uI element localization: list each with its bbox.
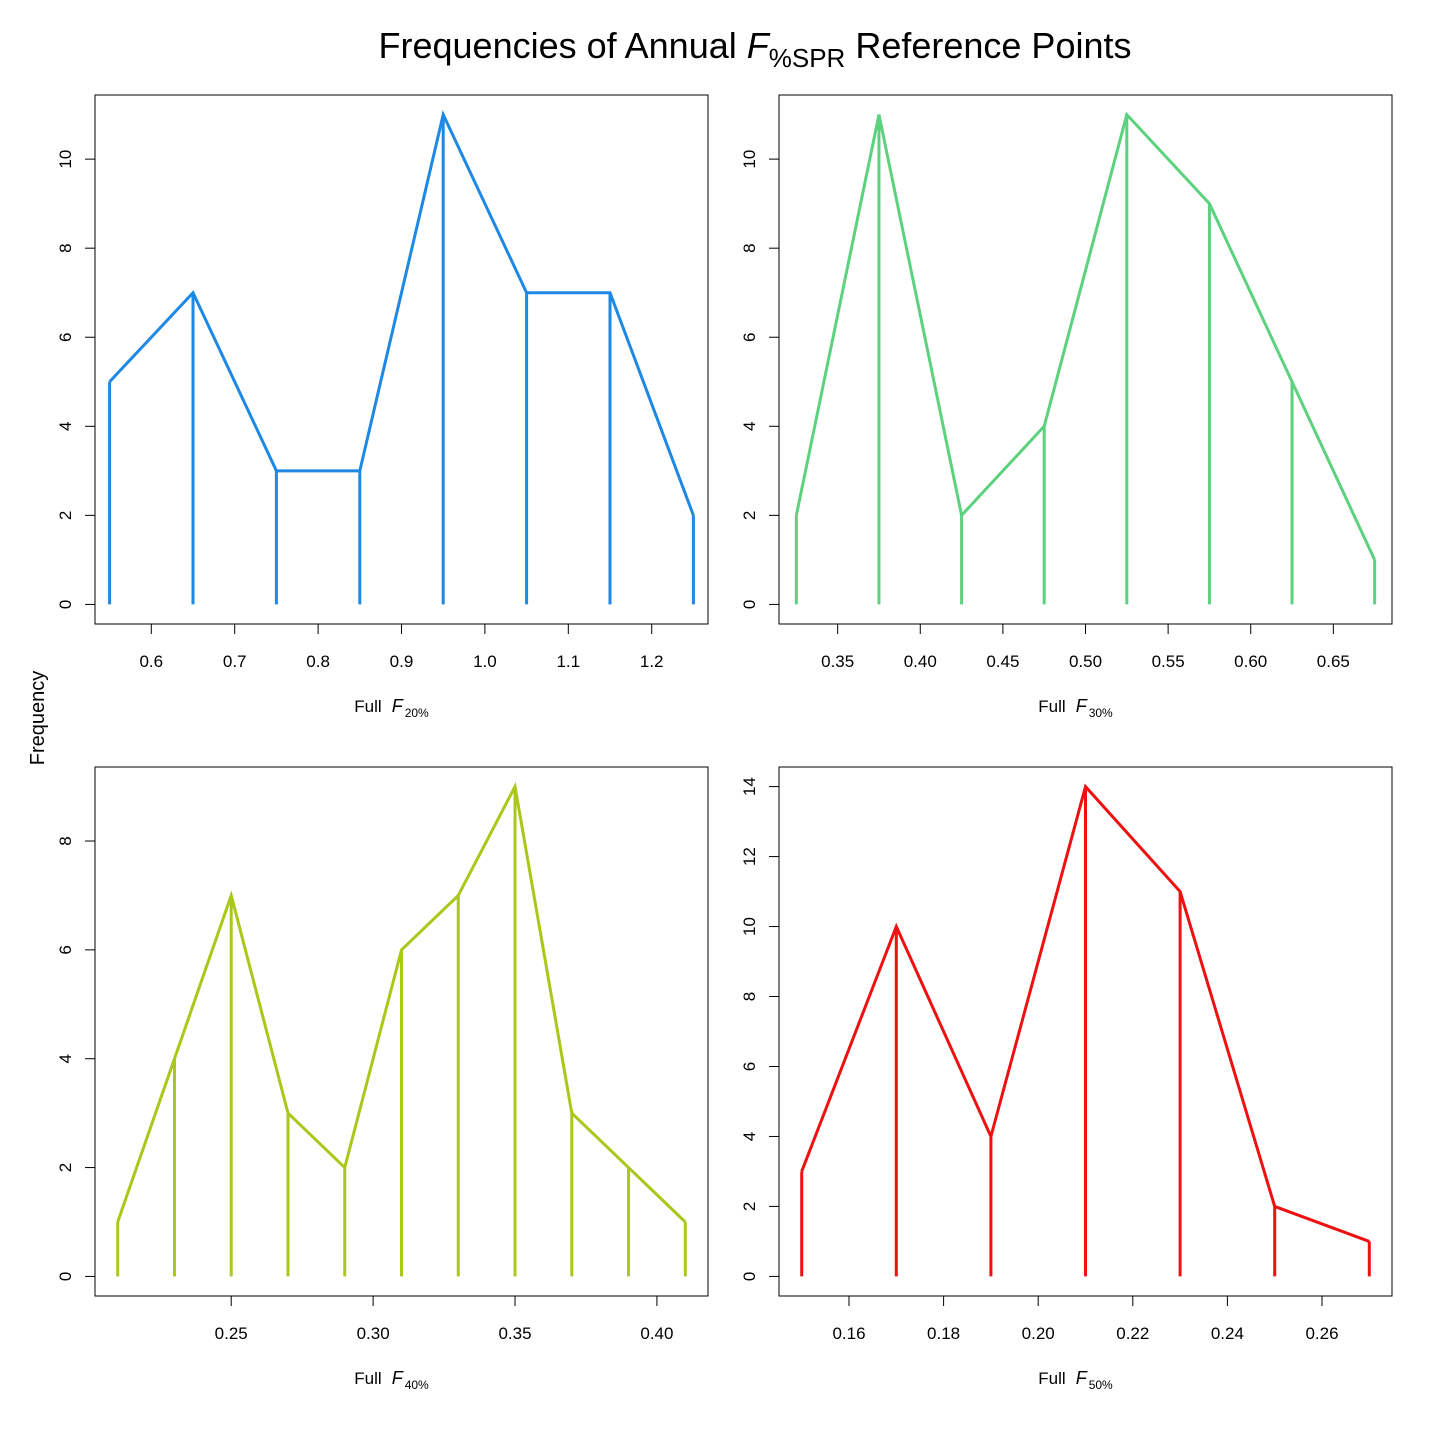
x-tick-label: 0.9 — [390, 652, 414, 671]
y-tick-label: 4 — [56, 1054, 75, 1063]
x-tick-label: 0.35 — [498, 1324, 531, 1343]
x-axis-label-subscript: 50% — [1089, 1378, 1113, 1392]
y-tick-label: 6 — [740, 333, 759, 342]
x-axis-label-prefix: Full — [1038, 697, 1065, 716]
title-subscript: %SPR — [769, 43, 846, 73]
x-tick-label: 0.18 — [927, 1324, 960, 1343]
x-tick-label: 0.20 — [1022, 1324, 1055, 1343]
y-tick-label: 2 — [740, 1202, 759, 1211]
y-tick-label: 10 — [56, 150, 75, 169]
y-tick-label: 6 — [740, 1062, 759, 1071]
x-tick-label: 0.22 — [1116, 1324, 1149, 1343]
x-tick-label: 0.25 — [215, 1324, 248, 1343]
title-italic: F — [747, 25, 771, 66]
x-tick-label: 0.16 — [832, 1324, 865, 1343]
y-tick-label: 12 — [740, 847, 759, 866]
x-axis-label-prefix: Full — [354, 1369, 381, 1388]
x-tick-label: 0.50 — [1069, 652, 1102, 671]
y-tick-label: 2 — [740, 511, 759, 520]
x-axis-label-italic: F — [392, 696, 404, 716]
figure-title: Frequencies of Annual F%SPR Reference Po… — [379, 25, 1132, 73]
y-tick-label: 2 — [56, 1163, 75, 1172]
panel-3: 0.25 0.30 0.35 0.40 0 2 4 6 8 Full F 40% — [56, 766, 709, 1392]
x-tick-label: 0.40 — [904, 652, 937, 671]
y-tick-label: 0 — [740, 1272, 759, 1281]
title-main: Frequencies of Annual — [379, 25, 747, 66]
x-axis-label-italic: F — [1076, 1368, 1088, 1388]
plot-frame — [94, 94, 709, 625]
x-tick-label: 0.6 — [139, 652, 163, 671]
x-axis-label-prefix: Full — [354, 697, 381, 716]
x-tick-label: 0.26 — [1305, 1324, 1338, 1343]
x-axis-label: Full F 20% — [354, 696, 429, 720]
x-axis-label-prefix: Full — [1038, 1369, 1065, 1388]
x-axis-label-subscript: 40% — [405, 1378, 429, 1392]
x-axis-label: Full F 40% — [354, 1368, 429, 1392]
x-tick-label: 0.45 — [986, 652, 1019, 671]
x-tick-label: 0.30 — [357, 1324, 390, 1343]
y-tick-label: 4 — [740, 1132, 759, 1141]
x-tick-label: 0.60 — [1234, 652, 1267, 671]
plot-frame — [778, 94, 1393, 625]
frequency-line — [108, 110, 695, 516]
y-tick-label: 14 — [740, 777, 759, 796]
x-tick-label: 0.8 — [306, 652, 330, 671]
y-tick-label: 0 — [56, 1272, 75, 1281]
x-axis-label-subscript: 30% — [1089, 706, 1113, 720]
x-tick-label: 0.40 — [640, 1324, 673, 1343]
x-tick-label: 0.24 — [1211, 1324, 1244, 1343]
y-tick-label: 8 — [740, 243, 759, 252]
title-rest: Reference Points — [845, 25, 1131, 66]
x-axis-label-italic: F — [392, 1368, 404, 1388]
y-tick-label: 4 — [740, 422, 759, 431]
y-tick-label: 6 — [56, 945, 75, 954]
x-tick-label: 1.2 — [640, 652, 664, 671]
x-axis-label: Full F 50% — [1038, 1368, 1113, 1392]
y-tick-label: 8 — [56, 243, 75, 252]
y-tick-label: 10 — [740, 917, 759, 936]
y-tick-label: 10 — [740, 150, 759, 169]
x-tick-label: 0.65 — [1317, 652, 1350, 671]
x-tick-label: 0.55 — [1152, 652, 1185, 671]
frequency-line — [800, 783, 1370, 1243]
x-tick-label: 1.0 — [473, 652, 497, 671]
panel-1: 0.6 0.7 0.8 0.9 1.0 1.1 1.2 0 2 4 6 8 10 Full F 20% — [56, 94, 709, 720]
x-tick-label: 1.1 — [556, 652, 580, 671]
y-tick-label: 2 — [56, 511, 75, 520]
x-tick-label: 0.35 — [821, 652, 854, 671]
plot-frame — [94, 766, 709, 1297]
x-tick-label: 0.7 — [223, 652, 247, 671]
y-tick-label: 0 — [56, 600, 75, 609]
x-axis-label-italic: F — [1076, 696, 1088, 716]
y-tick-label: 6 — [56, 333, 75, 342]
frequency-line — [116, 781, 687, 1224]
y-tick-label: 8 — [56, 836, 75, 845]
y-tick-label: 0 — [740, 600, 759, 609]
y-tick-label: 8 — [740, 992, 759, 1001]
x-axis-label-subscript: 20% — [405, 706, 429, 720]
plot-frame — [778, 766, 1393, 1297]
frequency-line — [794, 111, 1377, 561]
y-axis-label: Frequency — [27, 671, 49, 766]
y-tick-label: 4 — [56, 422, 75, 431]
x-axis-label: Full F 30% — [1038, 696, 1113, 720]
